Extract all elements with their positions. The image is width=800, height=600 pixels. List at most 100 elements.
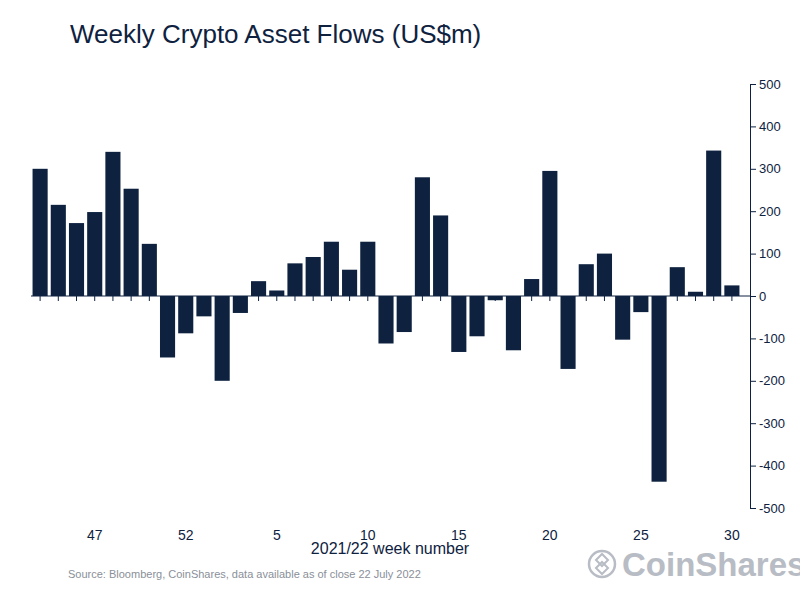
bar	[542, 171, 557, 296]
x-tick-mark	[404, 296, 405, 301]
bar	[415, 177, 430, 296]
y-tick-label: 400	[759, 119, 781, 134]
y-tick-label: -300	[759, 416, 785, 431]
bar	[87, 212, 102, 296]
bar	[51, 205, 66, 296]
y-tick-mark	[750, 126, 756, 127]
x-tick	[240, 296, 241, 301]
bar	[251, 281, 266, 296]
bar	[560, 296, 575, 369]
x-tick	[404, 296, 405, 301]
x-tick-mark	[94, 296, 95, 301]
y-tick-mark	[750, 466, 756, 467]
x-tick: 5	[273, 296, 281, 543]
x-tick	[531, 296, 532, 301]
x-tick-mark	[40, 296, 41, 301]
y-tick-label: 0	[759, 289, 766, 304]
bar	[160, 296, 175, 357]
bar	[615, 296, 630, 340]
bar	[142, 244, 157, 296]
x-tick-mark	[713, 296, 714, 301]
y-tick: 0	[750, 289, 766, 304]
x-tick-mark	[495, 296, 496, 301]
x-tick: 47	[87, 296, 103, 543]
x-tick	[40, 296, 41, 301]
x-tick-mark	[477, 296, 478, 301]
logo: CoinShares	[589, 546, 800, 583]
bar	[688, 292, 703, 296]
x-tick-mark	[349, 296, 350, 301]
bar	[269, 290, 284, 296]
x-tick	[167, 296, 168, 301]
x-tick	[586, 296, 587, 301]
x-tick-mark	[386, 296, 387, 301]
x-tick	[349, 296, 350, 301]
bar	[597, 254, 612, 296]
y-tick-mark	[750, 381, 756, 382]
source: Source: Bloomberg, CoinShares, data avai…	[68, 568, 421, 580]
x-tick	[76, 296, 77, 301]
x-tick-mark	[258, 296, 259, 301]
y-tick: -500	[750, 501, 785, 516]
y-tick-label: -200	[759, 373, 785, 388]
y-tick-mark	[750, 84, 756, 85]
x-tick-mark	[76, 296, 77, 301]
bar	[69, 223, 84, 296]
bar	[33, 169, 48, 296]
bar	[397, 296, 412, 332]
y-tick-mark	[750, 338, 756, 339]
x-tick	[313, 296, 314, 301]
x-tick-label: 52	[178, 527, 194, 543]
y-tick-label: -100	[759, 331, 785, 346]
y-tick: 400	[750, 119, 781, 134]
x-tick	[331, 296, 332, 301]
x-tick-mark	[731, 296, 732, 301]
x-tick	[677, 296, 678, 301]
x-tick	[568, 296, 569, 301]
y-tick-mark	[750, 254, 756, 255]
x-tick-mark	[331, 296, 332, 301]
y-tick-mark	[750, 423, 756, 424]
x-tick-mark	[568, 296, 569, 301]
bar	[433, 215, 448, 296]
y-tick-label: 300	[759, 161, 781, 176]
x-tick-mark	[422, 296, 423, 301]
bars	[33, 151, 740, 482]
x-tick-mark	[586, 296, 587, 301]
x-tick-mark	[367, 296, 368, 301]
x-tick-mark	[513, 296, 514, 301]
bar	[706, 151, 721, 296]
x-tick	[713, 296, 714, 301]
bar	[178, 296, 193, 333]
y-tick: 500	[750, 77, 781, 92]
bar	[633, 296, 648, 312]
bar	[524, 279, 539, 296]
x-axis-line	[31, 296, 750, 297]
x-tick-label: 30	[724, 527, 740, 543]
x-tick-mark	[659, 296, 660, 301]
x-tick-mark	[58, 296, 59, 301]
title: Weekly Crypto Asset Flows (US$m)	[70, 19, 481, 49]
y-tick: -400	[750, 458, 785, 473]
x-tick	[422, 296, 423, 301]
y-tick: 300	[750, 161, 781, 176]
x-tick-mark	[112, 296, 113, 301]
x-tick	[604, 296, 605, 301]
bar	[488, 296, 503, 300]
x-tick-mark	[549, 296, 550, 301]
bar	[124, 189, 139, 296]
bar	[451, 296, 466, 352]
x-tick	[131, 296, 132, 301]
x-tick	[477, 296, 478, 301]
x-tick	[513, 296, 514, 301]
x-tick: 10	[360, 296, 376, 543]
x-tick	[58, 296, 59, 301]
bar	[287, 263, 302, 296]
y-tick-mark	[750, 169, 756, 170]
logo-icon	[589, 551, 615, 577]
x-tick: 20	[542, 296, 558, 543]
x-tick: 30	[724, 296, 740, 543]
y-tick-label: 200	[759, 204, 781, 219]
bar	[105, 152, 120, 296]
x-tick-mark	[240, 296, 241, 301]
